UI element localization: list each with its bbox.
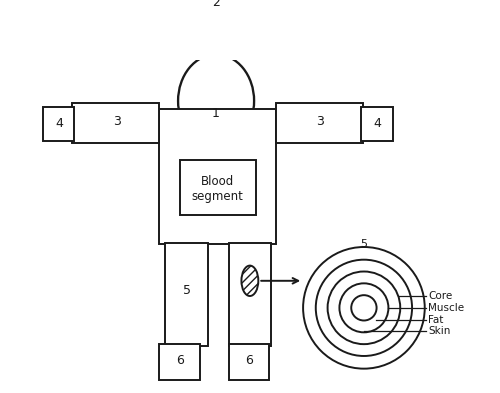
Bar xyxy=(43,107,74,141)
Text: Fat: Fat xyxy=(428,315,444,325)
Ellipse shape xyxy=(178,54,254,147)
Bar xyxy=(160,344,200,380)
Text: 1: 1 xyxy=(212,107,220,120)
Bar xyxy=(180,160,256,215)
Circle shape xyxy=(328,272,400,344)
Text: Blood: Blood xyxy=(201,174,234,187)
Text: 2: 2 xyxy=(212,0,220,9)
Text: 4: 4 xyxy=(374,117,382,130)
Ellipse shape xyxy=(242,266,258,296)
Text: 6: 6 xyxy=(176,354,184,367)
Bar xyxy=(72,103,160,143)
Text: Skin: Skin xyxy=(428,327,450,336)
Text: Muscle: Muscle xyxy=(428,303,464,313)
Text: 4: 4 xyxy=(55,117,63,130)
Bar xyxy=(229,243,271,346)
Text: 5: 5 xyxy=(360,239,368,250)
Text: segment: segment xyxy=(192,190,244,203)
Bar xyxy=(229,344,270,380)
Text: 3: 3 xyxy=(316,116,324,129)
Text: 5: 5 xyxy=(246,285,254,298)
Circle shape xyxy=(316,260,412,356)
Bar xyxy=(276,103,363,143)
Text: 6: 6 xyxy=(245,354,253,367)
Text: Core: Core xyxy=(428,291,452,301)
Circle shape xyxy=(351,295,376,321)
Bar xyxy=(160,109,276,244)
Bar xyxy=(362,107,392,141)
Text: 5: 5 xyxy=(182,285,190,298)
Circle shape xyxy=(340,283,388,332)
Text: 3: 3 xyxy=(114,116,121,129)
Bar xyxy=(166,243,207,346)
Circle shape xyxy=(303,247,424,369)
